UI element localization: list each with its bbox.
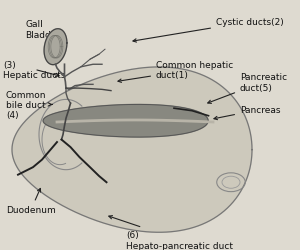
Text: Common hepatic
duct(1): Common hepatic duct(1) (118, 60, 233, 83)
Text: (6)
Hepato-pancreatic duct: (6) Hepato-pancreatic duct (109, 216, 233, 250)
Text: Gall
Bladder: Gall Bladder (26, 20, 64, 44)
Polygon shape (12, 68, 252, 232)
Text: Cystic ducts(2): Cystic ducts(2) (133, 18, 284, 43)
Text: Duodenum: Duodenum (6, 189, 56, 214)
Text: Pancreatic
duct(5): Pancreatic duct(5) (208, 73, 287, 104)
Polygon shape (43, 105, 208, 138)
Polygon shape (44, 30, 67, 66)
Text: (3)
Hepatic ducts: (3) Hepatic ducts (3, 60, 65, 80)
Text: Common
bile duct
(4): Common bile duct (4) (6, 90, 52, 120)
Text: Pancreas: Pancreas (214, 106, 280, 120)
